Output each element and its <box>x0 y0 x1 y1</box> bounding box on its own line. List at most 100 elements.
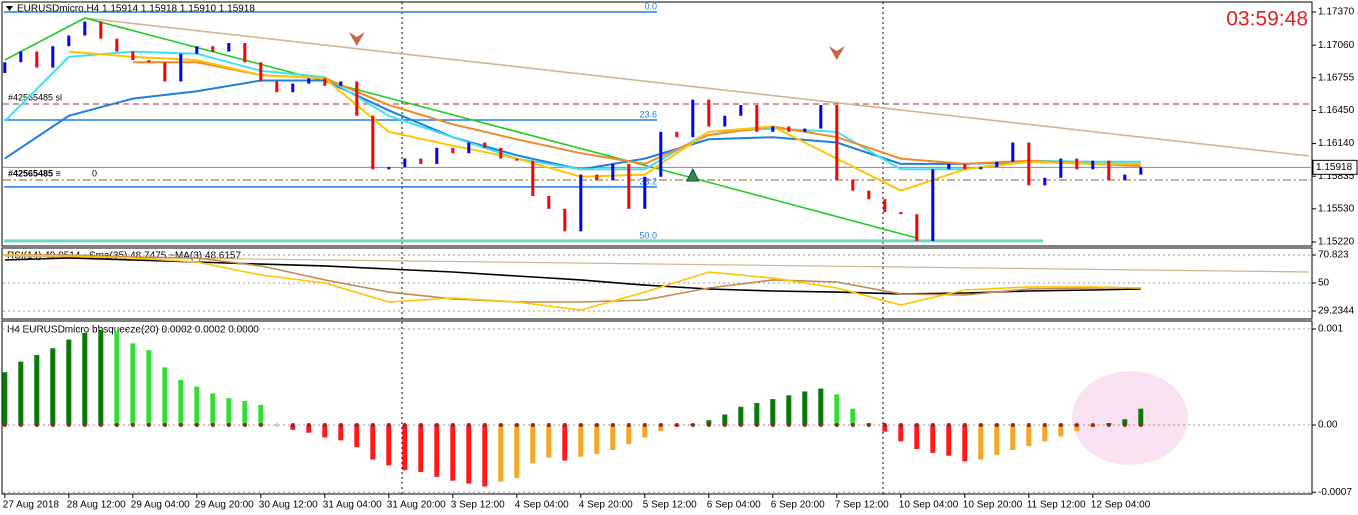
price-bar <box>1075 158 1079 170</box>
zero-dot <box>258 423 263 428</box>
price-bar <box>483 142 487 148</box>
zero-dot <box>850 423 855 428</box>
zero-dot <box>466 423 471 428</box>
x-tick-label: 10 Sep 20:00 <box>963 500 1023 511</box>
squeeze-bar <box>1042 425 1048 442</box>
price-bar <box>451 147 455 154</box>
squeeze-bar <box>1026 425 1032 447</box>
price-bar <box>419 158 423 164</box>
zero-dot <box>274 423 279 428</box>
x-tick-label: 28 Aug 12:00 <box>67 500 126 511</box>
y-tick-label: 70.823 <box>1318 250 1349 261</box>
price-bar <box>963 163 967 170</box>
price-bar <box>323 78 327 86</box>
price-bar <box>499 147 503 159</box>
price-bar <box>195 46 199 54</box>
zero-dot <box>706 423 711 428</box>
y-tick-label: 50 <box>1318 278 1330 289</box>
squeeze-bar <box>722 414 728 426</box>
squeeze-bar <box>610 425 616 450</box>
price-bar <box>179 53 183 82</box>
squeeze-bar <box>1122 419 1128 426</box>
zero-dot <box>194 423 199 428</box>
price-bar <box>163 62 167 82</box>
squeeze-bar <box>594 425 600 454</box>
squeeze-bar <box>978 425 984 460</box>
zero-dot <box>546 423 551 428</box>
zero-dot <box>1042 423 1047 428</box>
price-bar <box>19 51 23 63</box>
zero-dot <box>402 423 407 428</box>
y-tick-label: 1.15530 <box>1318 203 1355 214</box>
squeeze-bar <box>322 425 328 438</box>
price-bar <box>147 60 151 63</box>
x-tick-label: 30 Aug 12:00 <box>259 500 318 511</box>
squeeze-bar <box>194 386 200 426</box>
price-bar <box>227 43 231 52</box>
price-bar <box>979 167 983 170</box>
price-bar <box>291 83 295 93</box>
price-bar <box>51 46 55 68</box>
squeeze-bar <box>210 393 216 426</box>
zero-dot <box>754 423 759 428</box>
zero-dot <box>82 423 87 428</box>
squeeze-bar <box>226 398 232 426</box>
price-bar <box>867 190 871 200</box>
price-bar <box>803 128 807 132</box>
price-bar <box>275 81 279 93</box>
price-bar <box>67 35 71 47</box>
zero-dot <box>882 423 887 428</box>
squeeze-bar <box>994 425 1000 455</box>
y-tick-label: 1.17370 <box>1318 7 1355 18</box>
price-bar <box>131 51 135 61</box>
zero-dot <box>1058 423 1063 428</box>
squeeze-bar <box>1058 425 1064 437</box>
squeeze-bar <box>258 404 264 426</box>
order-label: #42565485 ≡ <box>8 168 61 178</box>
y-tick-label: 1.17060 <box>1318 40 1355 51</box>
price-bar <box>1027 142 1031 186</box>
squeeze-bar <box>162 367 168 426</box>
price-bar <box>819 105 823 129</box>
x-tick-label: 29 Aug 04:00 <box>131 500 190 511</box>
zero-dot <box>210 423 215 428</box>
zero-dot <box>386 423 391 428</box>
zero-dot <box>370 423 375 428</box>
zero-dot <box>242 423 247 428</box>
price-bar <box>435 147 439 164</box>
zero-dot <box>162 423 167 428</box>
zero-dot <box>434 423 439 428</box>
x-tick-label: 27 Aug 2018 <box>3 500 60 511</box>
zero-dot <box>322 423 327 428</box>
squeeze-bar <box>562 425 568 461</box>
zero-dot <box>66 423 71 428</box>
zero-dot <box>674 423 679 428</box>
price-bar <box>771 126 775 132</box>
squeeze-bar <box>658 425 664 431</box>
squeeze-title: H4 EURUSDmicro bbsqueeze(20) 0.0002 0.00… <box>7 325 259 336</box>
squeeze-bar <box>546 425 552 458</box>
order-tag: 0 <box>92 168 97 178</box>
trend-line <box>4 17 918 239</box>
zero-dot <box>626 423 631 428</box>
price-bar <box>3 62 7 73</box>
indicator-line <box>4 254 1141 303</box>
price-bar <box>371 115 375 170</box>
squeeze-bar <box>706 420 712 426</box>
price-bar <box>691 99 695 138</box>
x-tick-label: 31 Aug 04:00 <box>323 500 382 511</box>
squeeze-bar <box>882 425 888 432</box>
price-bar <box>35 51 39 68</box>
price-panel-frame <box>1 1 1313 247</box>
squeeze-bar <box>898 425 904 442</box>
zero-dot <box>930 423 935 428</box>
zero-dot <box>1074 423 1079 428</box>
price-bar <box>355 81 359 116</box>
zero-dot <box>1090 423 1095 428</box>
squeeze-bar <box>114 331 120 426</box>
indicator-line <box>4 254 1141 311</box>
x-tick-label: 31 Aug 20:00 <box>387 500 446 511</box>
price-bar <box>547 196 551 209</box>
price-bar <box>515 158 519 161</box>
